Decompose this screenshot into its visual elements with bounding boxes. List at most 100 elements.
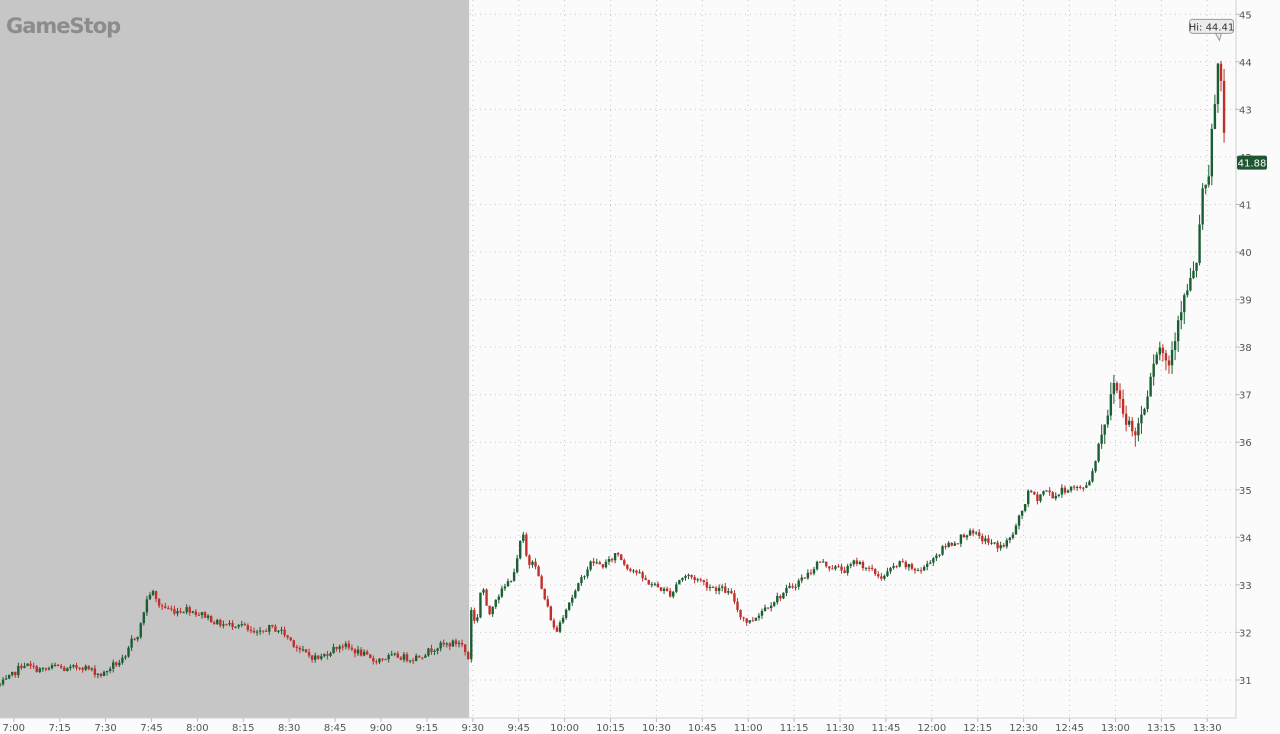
candle-body: [724, 586, 727, 593]
candle-body: [730, 591, 733, 594]
candle-body: [222, 624, 225, 626]
candle-body: [913, 568, 917, 571]
candle-body: [797, 580, 800, 587]
candle-body: [858, 562, 862, 564]
candle-body: [1124, 413, 1128, 425]
candle-body: [1222, 80, 1226, 133]
candle-body: [1020, 510, 1024, 516]
candle-body: [684, 575, 687, 579]
candle-body: [167, 608, 170, 610]
candle-body: [228, 623, 231, 625]
candle-body: [142, 612, 146, 624]
candle-body: [298, 647, 302, 650]
candle-body: [329, 653, 332, 656]
candle-body: [812, 569, 816, 574]
candle-body: [883, 575, 886, 579]
candle-body: [99, 673, 103, 677]
candle-body: [769, 605, 773, 609]
candle-body: [213, 622, 216, 625]
candle-body: [295, 646, 299, 648]
y-tick-label: 33: [1239, 581, 1252, 592]
candle-body: [90, 668, 94, 670]
candle-body: [776, 595, 779, 603]
candle-body: [148, 594, 152, 600]
candle-body: [188, 607, 191, 613]
candle-body: [800, 577, 803, 581]
candle-body: [366, 651, 369, 655]
candle-body: [225, 624, 228, 626]
candle-body: [861, 562, 865, 569]
candle-body: [81, 667, 84, 670]
candle-body: [678, 579, 681, 585]
candle-body: [87, 666, 90, 670]
candle-body: [531, 561, 534, 565]
candle-body: [999, 545, 1002, 549]
candle-body: [779, 595, 782, 599]
candle-body: [1017, 515, 1021, 526]
candle-body: [818, 561, 822, 563]
candle-body: [362, 651, 366, 656]
candle-body: [332, 646, 335, 654]
candle-body: [947, 542, 950, 548]
candle-body: [766, 607, 770, 609]
candle-body: [690, 575, 693, 578]
candle-body: [714, 587, 718, 591]
candle-body: [414, 655, 418, 661]
candle-body: [112, 662, 115, 669]
high-label-pointer: [1214, 32, 1223, 42]
candle-body: [60, 665, 63, 668]
candle-body: [53, 664, 57, 666]
candle-body: [375, 661, 378, 663]
y-tick-label: 43: [1239, 105, 1252, 116]
candle-body: [932, 558, 935, 563]
candle-body: [151, 591, 155, 595]
candle-body: [821, 561, 825, 563]
candle-body: [1170, 349, 1174, 366]
candle-body: [26, 663, 29, 667]
candle-body: [154, 591, 158, 600]
candle-body: [1027, 490, 1030, 505]
last-price-label: 41.88: [1238, 159, 1267, 170]
candle-body: [681, 578, 684, 580]
candle-body: [699, 579, 702, 581]
x-tick-label: 13:30: [1193, 723, 1222, 734]
candle-body: [1155, 354, 1158, 364]
candle-body: [1112, 382, 1116, 395]
x-tick-label: 13:15: [1147, 723, 1176, 734]
candle-body: [1079, 486, 1082, 488]
candle-body: [402, 654, 406, 660]
candle-body: [574, 590, 577, 598]
candle-body: [467, 652, 470, 660]
candle-body: [127, 647, 130, 657]
candle-body: [1045, 490, 1048, 492]
candle-body: [846, 565, 849, 573]
candle-body: [1207, 176, 1210, 185]
candle-body: [604, 561, 608, 568]
candle-body: [1051, 492, 1054, 499]
candle-body: [1082, 487, 1085, 489]
x-tick-label: 11:00: [734, 723, 763, 734]
candle-body: [974, 532, 978, 534]
candle-body: [1033, 492, 1036, 495]
candle-body: [476, 617, 479, 621]
candle-body: [1118, 390, 1122, 400]
candle-body: [460, 642, 464, 645]
candle-body: [17, 665, 20, 676]
candle-body: [265, 630, 268, 632]
candle-body: [742, 617, 745, 619]
y-tick-label: 37: [1239, 391, 1252, 402]
candle-body: [1164, 353, 1168, 361]
candle-body: [292, 640, 295, 647]
candle-body: [1100, 434, 1103, 444]
candle-body: [1069, 486, 1073, 491]
x-tick-label: 8:00: [186, 723, 208, 734]
candle-body: [249, 629, 253, 631]
candle-body: [1204, 184, 1207, 189]
candle-body: [901, 561, 904, 563]
x-tick-label: 7:15: [48, 723, 70, 734]
candle-body: [990, 542, 993, 544]
x-tick-label: 7:00: [3, 723, 25, 734]
candle-body: [1042, 491, 1045, 495]
candle-body: [317, 655, 320, 659]
candle-body: [1219, 63, 1223, 81]
